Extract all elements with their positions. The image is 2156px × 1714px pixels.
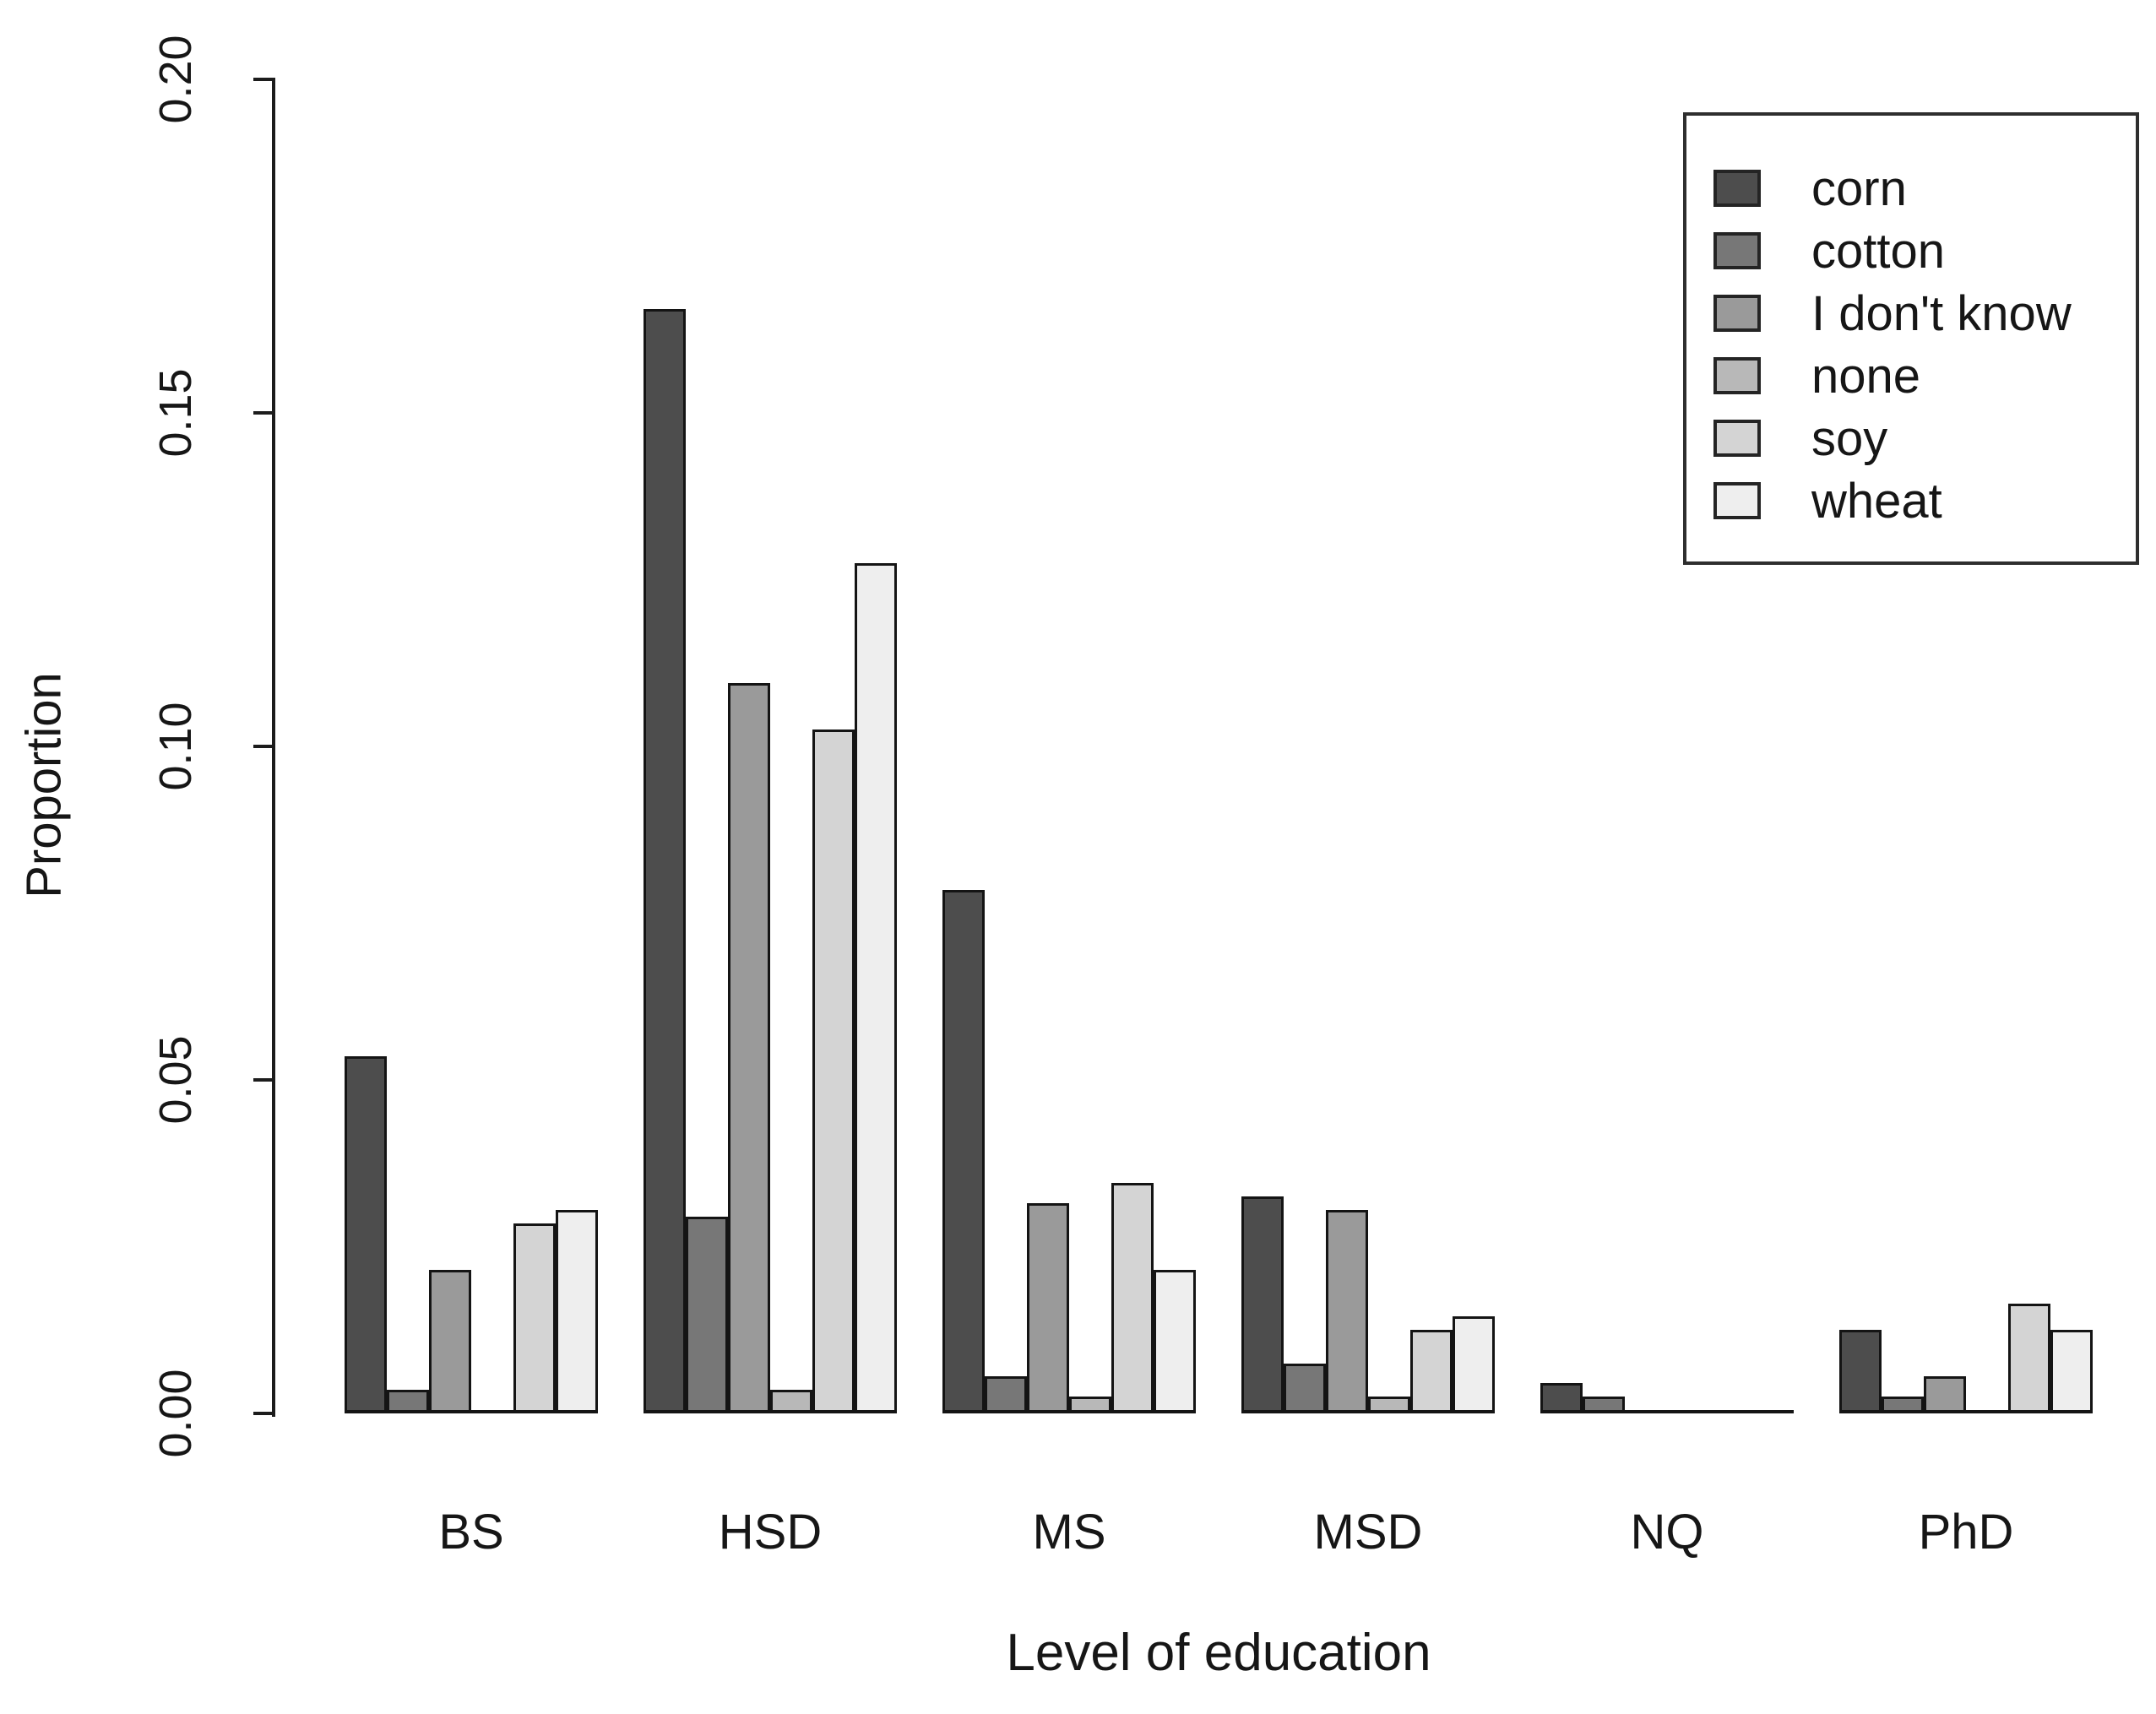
- y-axis-tick-label-text: 0.05: [150, 1035, 201, 1125]
- y-axis-tick: [253, 1078, 273, 1082]
- bar-corn: [644, 309, 686, 1410]
- bar-wheat: [2050, 1330, 2093, 1410]
- bar-wheat: [1154, 1270, 1196, 1410]
- y-axis-tick: [253, 78, 273, 81]
- bar-cotton: [1583, 1397, 1625, 1410]
- bar-i-don-t-know: [1924, 1376, 1966, 1410]
- legend-swatch: [1713, 170, 1761, 207]
- y-axis-tick: [253, 745, 273, 748]
- bar-cotton: [387, 1390, 429, 1410]
- y-axis-tick-label-text: 0.00: [150, 1369, 201, 1458]
- y-axis-title-text: Proportion: [16, 672, 72, 898]
- bar-none: [770, 1390, 812, 1410]
- bar-group-hsd: [644, 76, 897, 1413]
- legend-label: soy: [1811, 410, 1888, 466]
- x-axis-title: Level of education: [1006, 1624, 1431, 1682]
- legend-item: wheat: [1713, 474, 1942, 529]
- bar-soy: [513, 1223, 556, 1410]
- y-axis-tick-label-text: 0.15: [150, 368, 201, 458]
- x-axis-category-label: BS: [438, 1505, 504, 1559]
- legend-swatch: [1713, 295, 1761, 332]
- legend-item: none: [1713, 349, 1920, 404]
- x-axis-category-label: MS: [1032, 1505, 1106, 1559]
- bar-corn: [1540, 1383, 1583, 1410]
- y-axis-tick: [253, 1412, 273, 1415]
- bar-i-don-t-know: [429, 1270, 471, 1410]
- bar-corn: [1241, 1196, 1284, 1410]
- legend-swatch: [1713, 482, 1761, 519]
- bar-cotton: [985, 1376, 1027, 1410]
- legend-label: wheat: [1811, 473, 1942, 529]
- bar-group-msd: [1241, 76, 1495, 1413]
- bar-group-nq: [1540, 76, 1794, 1413]
- x-axis-category-label: MSD: [1313, 1505, 1423, 1559]
- y-axis-tick-label-text: 0.20: [150, 35, 201, 124]
- bar-wheat: [1453, 1316, 1495, 1410]
- bar-i-don-t-know: [1326, 1210, 1368, 1410]
- legend-swatch: [1713, 232, 1761, 269]
- y-axis-tick: [253, 411, 273, 415]
- legend-item: I don't know: [1713, 286, 2072, 341]
- bar-corn: [942, 890, 985, 1410]
- legend-item: corn: [1713, 161, 1907, 216]
- legend-label: cotton: [1811, 223, 1945, 279]
- legend-label: I don't know: [1811, 285, 2072, 341]
- y-axis-tick-label-text: 0.10: [150, 702, 201, 791]
- bar-none: [1069, 1397, 1111, 1410]
- bar-group-ms: [942, 76, 1196, 1413]
- bar-soy: [2008, 1304, 2050, 1410]
- legend-swatch: [1713, 357, 1761, 394]
- bar-soy: [1111, 1183, 1154, 1410]
- bar-wheat: [556, 1210, 598, 1410]
- bar-none: [1368, 1397, 1410, 1410]
- bar-soy: [1410, 1330, 1453, 1410]
- bar-cotton: [1882, 1397, 1924, 1410]
- x-axis-category-label: NQ: [1630, 1505, 1704, 1559]
- x-axis-category-label: HSD: [718, 1505, 823, 1559]
- bar-corn: [1839, 1330, 1882, 1410]
- bar-group-phd: [1839, 76, 2093, 1413]
- y-axis-line: [272, 78, 275, 1417]
- bar-i-don-t-know: [1027, 1203, 1069, 1410]
- bar-soy: [812, 730, 855, 1410]
- legend-item: soy: [1713, 411, 1887, 466]
- bar-cotton: [686, 1217, 728, 1410]
- bar-cotton: [1284, 1364, 1326, 1410]
- legend-label: none: [1811, 348, 1921, 404]
- plot-area: [277, 79, 2137, 1413]
- legend-label: corn: [1811, 160, 1907, 216]
- x-axis-category-label: PhD: [1918, 1505, 2014, 1559]
- bar-group-bs: [345, 76, 598, 1413]
- bar-i-don-t-know: [728, 683, 770, 1410]
- legend-box: corn cotton I don't know none soy wheat: [1683, 112, 2139, 565]
- legend-item: cotton: [1713, 224, 1945, 279]
- bar-corn: [345, 1056, 387, 1410]
- bar-wheat: [855, 563, 897, 1410]
- legend-swatch: [1713, 420, 1761, 457]
